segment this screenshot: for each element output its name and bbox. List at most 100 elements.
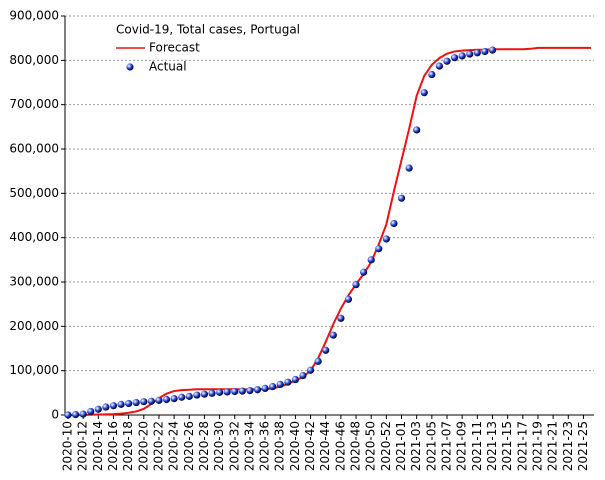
data-point — [162, 395, 171, 404]
data-point — [178, 393, 186, 401]
legend-label: Forecast — [149, 41, 200, 55]
x-tick-label: 2020-26 — [182, 421, 196, 471]
x-tick-label: 2021-23 — [561, 421, 575, 471]
data-point — [329, 331, 337, 339]
data-point — [443, 57, 451, 65]
data-point — [87, 407, 95, 416]
data-point — [466, 50, 474, 58]
data-point — [193, 391, 201, 399]
data-point — [284, 378, 292, 386]
x-tick-label: 2020-14 — [91, 421, 105, 471]
data-point — [64, 411, 72, 419]
data-point — [253, 386, 262, 394]
data-point — [238, 387, 246, 395]
data-point — [246, 387, 254, 395]
x-tick-label: 2020-30 — [212, 421, 226, 471]
x-tick-label: 2020-28 — [197, 421, 211, 471]
x-tick-label: 2020-46 — [333, 421, 347, 471]
x-tick-label: 2021-03 — [409, 421, 423, 471]
data-point — [261, 384, 269, 392]
data-point — [140, 398, 148, 406]
forecast-line — [68, 46, 592, 416]
data-point — [435, 62, 444, 70]
chart-title: Covid-19, Total cases, Portugal — [116, 23, 300, 37]
data-point — [428, 70, 436, 79]
data-point — [155, 396, 163, 404]
x-tick-label: 2020-32 — [227, 421, 241, 471]
x-tick-label: 2021-15 — [500, 421, 514, 471]
data-point — [71, 410, 80, 419]
data-point — [473, 49, 481, 57]
data-point — [367, 256, 375, 264]
data-point — [322, 346, 330, 354]
x-tick-label: 2020-44 — [318, 421, 332, 471]
x-tick-label: 2021-05 — [424, 421, 438, 471]
y-tick-label: 0 — [51, 408, 59, 422]
data-point — [405, 164, 413, 172]
x-tick-label: 2020-40 — [288, 421, 302, 471]
data-point — [109, 402, 118, 410]
data-point — [223, 388, 231, 396]
data-point — [458, 52, 466, 60]
data-point — [306, 366, 315, 374]
data-point — [375, 245, 383, 253]
data-point — [352, 281, 360, 289]
y-tick-label: 300,000 — [9, 275, 59, 289]
x-tick-label: 2020-36 — [258, 421, 272, 471]
x-tick-label: 2020-34 — [242, 421, 256, 471]
legend-label: Actual — [149, 60, 187, 74]
x-tick-label: 2020-12 — [76, 421, 90, 471]
y-tick-label: 900,000 — [9, 9, 59, 23]
y-tick-label: 200,000 — [9, 319, 59, 333]
y-tick-label: 600,000 — [9, 142, 59, 156]
x-tick-label: 2021-07 — [440, 421, 454, 471]
data-point — [481, 47, 489, 56]
x-tick-label: 2021-11 — [470, 421, 484, 471]
data-point — [276, 380, 284, 389]
data-point — [231, 387, 239, 396]
data-point — [170, 394, 178, 403]
x-tick-label: 2020-16 — [106, 421, 120, 471]
x-tick-label: 2020-24 — [167, 421, 181, 471]
x-tick-label: 2020-38 — [273, 421, 287, 471]
x-tick-label: 2021-01 — [394, 421, 408, 471]
data-point — [488, 46, 497, 54]
data-point — [397, 194, 406, 202]
legend-swatch — [126, 63, 134, 71]
y-tick-label: 100,000 — [9, 363, 59, 377]
data-point — [413, 126, 421, 134]
data-point — [299, 371, 307, 380]
data-point — [117, 400, 125, 408]
data-point — [382, 235, 390, 243]
data-point — [208, 389, 216, 397]
data-point — [269, 383, 277, 391]
data-point — [79, 410, 87, 418]
y-tick-label: 400,000 — [9, 230, 59, 244]
data-point — [291, 375, 299, 384]
data-point — [344, 295, 353, 303]
x-tick-label: 2020-18 — [121, 421, 135, 471]
x-tick-label: 2020-50 — [364, 421, 378, 471]
x-tick-label: 2021-19 — [530, 421, 544, 471]
data-point — [216, 388, 224, 396]
x-tick-label: 2020-10 — [61, 421, 75, 471]
data-point — [94, 405, 102, 413]
x-tick-label: 2021-09 — [455, 421, 469, 471]
data-point — [147, 397, 155, 405]
y-tick-label: 700,000 — [9, 97, 59, 111]
data-point — [420, 89, 428, 97]
data-point — [125, 399, 133, 408]
x-tick-label: 2021-25 — [576, 421, 590, 471]
data-point — [200, 390, 209, 398]
y-tick-label: 800,000 — [9, 53, 59, 67]
x-tick-label: 2020-48 — [349, 421, 363, 471]
x-tick-label: 2021-21 — [546, 421, 560, 471]
data-point — [314, 357, 322, 365]
data-point — [185, 392, 193, 400]
x-tick-label: 2020-22 — [151, 421, 165, 471]
data-point — [102, 403, 110, 411]
x-tick-label: 2020-52 — [379, 421, 393, 471]
x-tick-label: 2020-20 — [136, 421, 150, 471]
